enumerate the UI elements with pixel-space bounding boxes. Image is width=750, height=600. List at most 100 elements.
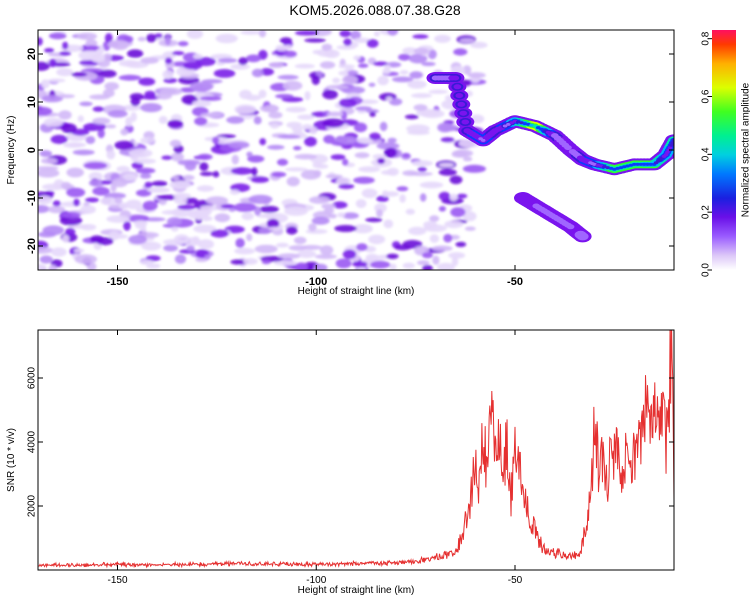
noise-blob <box>304 91 311 101</box>
noise-blob <box>146 263 161 269</box>
noise-blob <box>356 266 367 270</box>
noise-blob <box>138 77 156 86</box>
noise-blob <box>161 155 173 160</box>
noise-blob <box>251 68 264 78</box>
noise-blob <box>154 33 163 38</box>
track-2-cell <box>576 232 589 241</box>
noise-blob <box>99 69 117 78</box>
noise-blob <box>92 186 110 196</box>
noise-blob <box>294 153 318 160</box>
noise-blob <box>417 166 427 172</box>
noise-blob <box>140 57 159 64</box>
noise-blob <box>432 255 440 265</box>
noise-blob <box>263 213 277 218</box>
noise-blob <box>399 194 406 203</box>
noise-blob <box>231 154 239 165</box>
noise-blob <box>411 93 433 99</box>
noise-blob <box>163 244 179 252</box>
track-1-cell <box>455 93 464 99</box>
noise-blob <box>130 112 137 122</box>
noise-blob <box>66 187 86 198</box>
noise-blob <box>291 125 303 133</box>
noise-blob <box>88 171 103 182</box>
noise-blob <box>192 100 212 107</box>
noise-blob <box>355 106 372 111</box>
noise-blob <box>141 241 162 251</box>
noise-blob <box>373 31 380 37</box>
noise-blob <box>90 235 105 243</box>
noise-blob <box>285 106 307 113</box>
noise-blob <box>353 122 368 133</box>
noise-blob <box>38 168 60 178</box>
track-1-cell <box>461 119 470 125</box>
noise-blob <box>228 141 250 149</box>
noise-blob <box>368 82 376 87</box>
noise-blob <box>383 219 394 229</box>
noise-blob <box>405 208 415 215</box>
noise-blob <box>167 119 183 129</box>
noise-blob <box>338 64 356 69</box>
noise-blob <box>250 176 270 183</box>
noise-blob <box>38 195 53 205</box>
noise-blob <box>470 41 488 49</box>
noise-blob <box>355 199 367 209</box>
noise-blob <box>343 38 352 46</box>
noise-blob <box>107 110 128 118</box>
noise-blob <box>335 136 358 145</box>
noise-blob <box>135 189 152 197</box>
colorbar: 0.0 0.2 0.4 0.6 0.8 Normalized spectral ampli… <box>701 30 750 277</box>
colorbar-label: Normalized spectral amplitude <box>741 82 750 217</box>
noise-blob <box>275 94 294 99</box>
noise-blob <box>268 62 285 69</box>
noise-blob <box>107 40 130 49</box>
noise-blob <box>453 48 468 56</box>
noise-blob <box>247 155 265 163</box>
track-1-cell <box>532 124 538 128</box>
noise-blob <box>106 149 116 160</box>
noise-blob <box>456 193 468 199</box>
spectrogram-x-axis-label: Height of straight line (km) <box>298 286 415 297</box>
noise-blob <box>382 67 391 75</box>
noise-blob <box>369 132 381 141</box>
track-1-cell <box>669 143 674 147</box>
snr-x-tick-label: -100 <box>306 575 326 586</box>
noise-blob <box>328 213 337 219</box>
noise-blob <box>182 174 195 181</box>
noise-blob <box>408 226 427 236</box>
track-1-cell <box>506 122 511 126</box>
noise-blob <box>65 227 76 236</box>
noise-blob <box>197 153 213 160</box>
noise-blob <box>129 93 144 101</box>
noise-blob <box>166 217 182 226</box>
noise-blob <box>321 43 333 51</box>
noise-blob <box>135 167 156 174</box>
noise-blob <box>267 144 285 150</box>
noise-blob <box>210 229 229 238</box>
noise-blob <box>332 77 341 84</box>
noise-blob <box>116 165 130 173</box>
track-1-cell <box>648 162 654 166</box>
track-1-cell <box>665 150 670 154</box>
noise-blob <box>44 48 55 53</box>
noise-blob <box>194 117 208 126</box>
noise-blob <box>204 254 211 260</box>
noise-blob <box>311 75 320 85</box>
noise-blob <box>431 245 453 252</box>
noise-blob <box>145 255 161 262</box>
noise-blob <box>159 87 183 96</box>
noise-blob <box>118 60 140 67</box>
noise-blob <box>66 167 84 178</box>
noise-blob <box>170 152 184 162</box>
noise-blob <box>311 216 330 225</box>
noise-blob <box>337 212 346 218</box>
snr-y-tick-label: 4000 <box>27 430 38 453</box>
track-1-cell <box>641 162 647 166</box>
noise-blob <box>325 84 349 90</box>
noise-blob <box>174 254 187 264</box>
noise-blob <box>226 116 245 124</box>
noise-blob <box>194 92 205 97</box>
noise-blob <box>462 164 486 173</box>
noise-blob <box>147 187 170 193</box>
noise-blob <box>330 154 346 161</box>
noise-blob <box>59 215 83 226</box>
